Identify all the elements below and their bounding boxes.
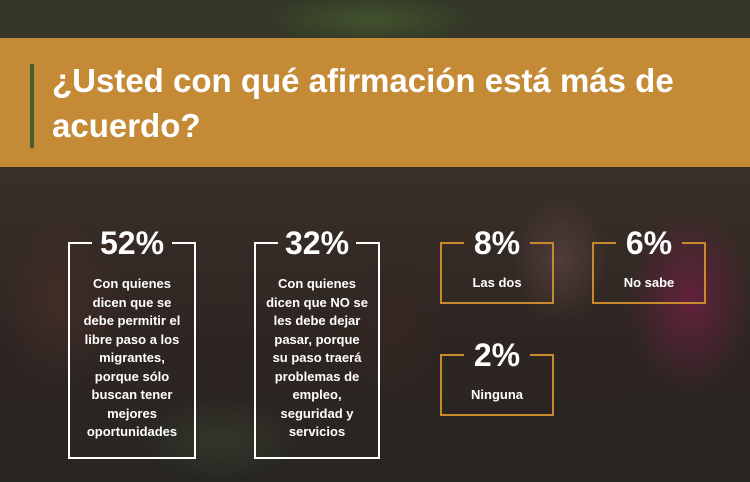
data-label-value: 52% [99,225,165,261]
data-label-value: 2% [473,337,521,373]
answer-card-2: 2% Ninguna [440,337,554,416]
answer-card-6: 6% No sabe [592,225,706,304]
card-top-border [530,242,554,244]
card-top-border [172,242,196,244]
data-label-value: 32% [284,225,350,261]
card-top-border [440,242,464,244]
card-top-border [682,242,706,244]
card-top-border [254,242,278,244]
card-top-border [440,354,464,356]
data-label-category: Las dos [472,275,522,290]
data-label-value: 8% [473,225,521,261]
chart-title: ¿Usted con qué afirmación está más de ac… [52,62,674,144]
data-label-value: 6% [625,225,673,261]
title-accent-bar [30,64,34,148]
card-top-border [356,242,380,244]
data-label-category: Ninguna [471,387,523,402]
data-label-category: Con quienes dicen que NO se les debe dej… [266,276,368,439]
title-band [0,38,750,167]
card-top-border [592,242,616,244]
answer-card-52: 52% Con quienes dicen que se debe permit… [68,225,196,459]
card-top-border [68,242,92,244]
data-label-category: No sabe [623,275,675,290]
answer-card-8: 8% Las dos [440,225,554,304]
answer-card-32: 32% Con quienes dicen que NO se les debe… [254,225,380,459]
data-label-category: Con quienes dicen que se debe permitir e… [83,276,181,439]
card-top-border [530,354,554,356]
